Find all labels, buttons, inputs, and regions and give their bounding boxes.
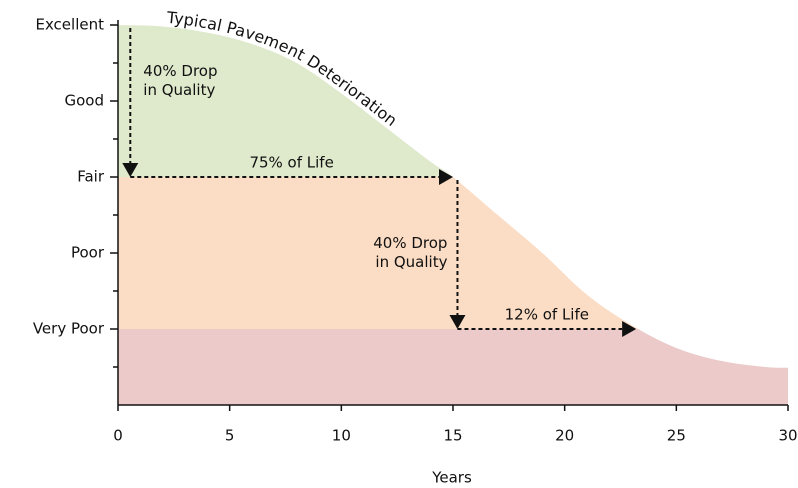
x-tick-label: 30 bbox=[778, 427, 797, 445]
y-tick-label: Fair bbox=[77, 168, 105, 186]
arrow-head bbox=[122, 163, 139, 177]
area-zone bbox=[118, 329, 788, 405]
x-tick-label: 15 bbox=[443, 427, 462, 445]
annotation-label: 40% Drop bbox=[143, 62, 217, 80]
annotation-label: 40% Drop bbox=[373, 234, 447, 252]
area-zone bbox=[118, 25, 453, 177]
arrow-head bbox=[439, 169, 453, 185]
annotation-label: in Quality bbox=[143, 81, 215, 99]
y-tick-label: Poor bbox=[71, 244, 105, 262]
x-tick-label: 20 bbox=[555, 427, 574, 445]
x-tick-label: 10 bbox=[332, 427, 351, 445]
x-axis-label: Years bbox=[431, 469, 472, 487]
y-tick-label: Good bbox=[65, 92, 105, 110]
arrow-head bbox=[622, 321, 637, 337]
area-zone bbox=[118, 177, 639, 329]
x-tick-label: 0 bbox=[113, 427, 123, 445]
annotation-label: 75% of Life bbox=[249, 154, 333, 172]
annotation-label: in Quality bbox=[375, 253, 447, 271]
arrow-head bbox=[449, 315, 466, 329]
y-tick-label: Excellent bbox=[35, 16, 104, 34]
annotation-label: 12% of Life bbox=[505, 306, 589, 324]
x-tick-label: 25 bbox=[667, 427, 686, 445]
y-tick-label: Very Poor bbox=[33, 320, 105, 338]
x-tick-label: 5 bbox=[225, 427, 235, 445]
